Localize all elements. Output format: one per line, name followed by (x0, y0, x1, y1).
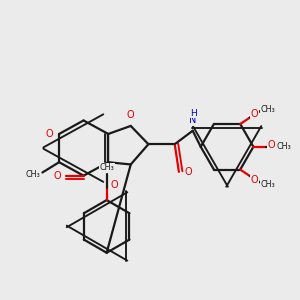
Text: N: N (189, 115, 197, 125)
Text: O: O (111, 180, 118, 190)
Text: CH₃: CH₃ (261, 179, 275, 188)
Text: O: O (46, 129, 53, 139)
Text: O: O (251, 109, 259, 119)
Text: CH₃: CH₃ (261, 105, 275, 114)
Text: CH₃: CH₃ (277, 142, 292, 151)
Text: O: O (127, 110, 134, 120)
Text: CH₃: CH₃ (99, 164, 114, 172)
Text: H: H (190, 109, 196, 118)
Text: O: O (53, 171, 61, 181)
Text: CH₃: CH₃ (26, 169, 40, 178)
Text: O: O (251, 175, 259, 185)
Text: O: O (268, 140, 275, 150)
Text: O: O (185, 167, 192, 177)
